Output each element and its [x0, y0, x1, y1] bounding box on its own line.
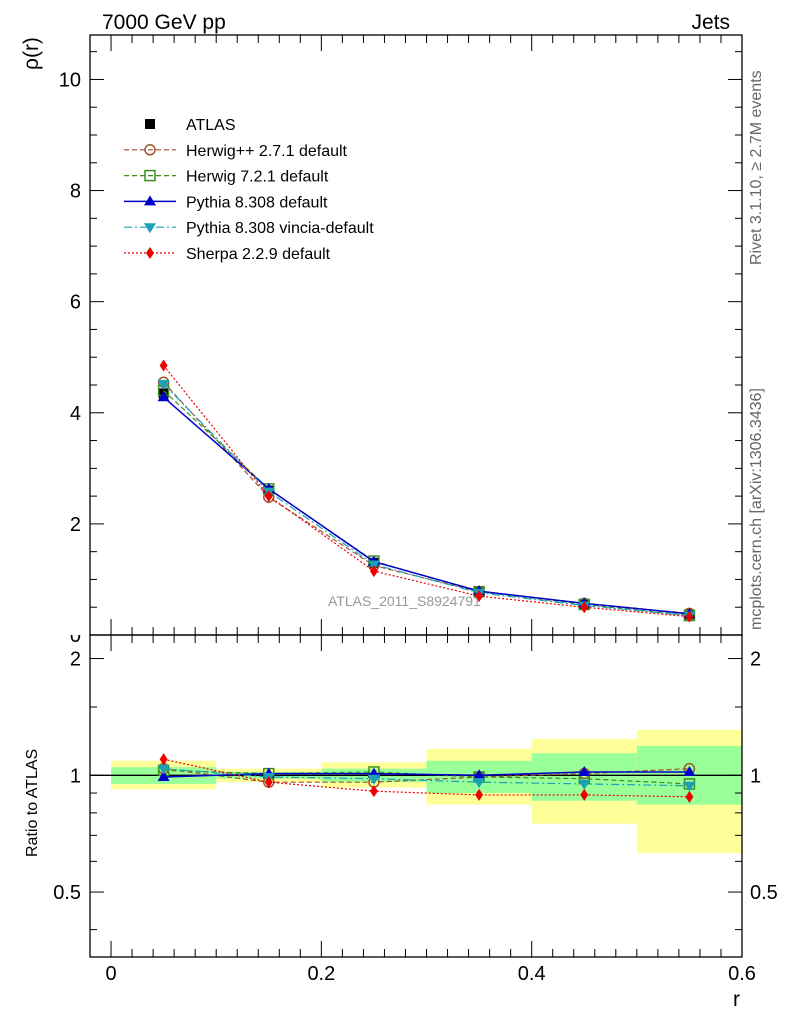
ratio-point-pythia — [683, 765, 696, 776]
ratio-point-sherpa — [475, 788, 484, 801]
main-y-tick-label: 10 — [59, 69, 81, 91]
legend-label-vincia: Pythia 8.308 vincia-default — [186, 220, 374, 237]
ratio-point-vincia — [367, 774, 380, 785]
legend-marker-herwig7 — [144, 169, 156, 182]
main-y-tick-label: 4 — [70, 403, 81, 425]
x-axis-label: r — [733, 988, 740, 1011]
series-layer — [157, 359, 696, 803]
uncertainty-bands — [111, 729, 742, 854]
ratio-point-pythia — [473, 769, 486, 780]
ratio-point-sherpa — [264, 776, 273, 789]
main-series-line-vincia — [163, 383, 690, 617]
main-series-line-herwig7 — [163, 390, 690, 617]
ratio-panel-frame — [89, 634, 743, 958]
ratio-point-vincia — [683, 781, 696, 792]
legend-marker-pythia — [144, 195, 156, 206]
main-y-tick-label: 0 — [70, 625, 81, 647]
x-tick-label: 0.2 — [307, 963, 335, 985]
legend: ATLAS Herwig++ 2.7.1 default Herwig 7.2.1 … — [124, 117, 374, 263]
main-point-pythia — [157, 391, 170, 402]
legend-marker-atlas — [145, 119, 155, 129]
ratio-series-line-vincia — [163, 768, 690, 787]
main-y-tick-label: 6 — [70, 292, 81, 314]
ratio-point-sherpa — [685, 790, 694, 803]
ratio-point-sherpa — [159, 753, 168, 766]
main-point-sherpa — [264, 490, 273, 503]
rivet-label: Rivet 3.1.10, ≥ 2.7M events — [748, 70, 765, 265]
main-point-sherpa — [685, 610, 694, 623]
main-point-sherpa — [369, 565, 378, 578]
ratio-y-axis-label: Ratio to ATLAS — [24, 749, 41, 857]
main-series-line-pythia — [163, 396, 690, 615]
legend-label-herwig7: Herwig 7.2.1 default — [186, 169, 329, 186]
ratio-y-tick-label-right: 2 — [750, 649, 761, 671]
ratio-series-line-herwigpp — [163, 768, 690, 783]
main-y-axis-label: ρ(r) — [20, 37, 43, 70]
ratio-point-pythia — [578, 765, 591, 776]
ratio-point-sherpa — [580, 788, 589, 801]
main-y-zero-clip — [66, 627, 84, 635]
ratio-y-tick-label: 1 — [70, 765, 81, 787]
ratio-point-vincia — [157, 764, 170, 775]
main-series-line-sherpa — [163, 365, 690, 618]
x-tick-label: 0 — [105, 963, 116, 985]
main-point-sherpa — [580, 601, 589, 614]
legend-marker-sherpa — [146, 247, 154, 259]
ratio-series-line-sherpa — [163, 758, 690, 798]
main-point-vincia — [157, 379, 170, 390]
main-y-tick-label: 8 — [70, 181, 81, 203]
header-right-label: Jets — [691, 11, 730, 34]
ratio-y-tick-label: 0.5 — [53, 882, 81, 904]
ratio-point-vincia — [578, 779, 591, 790]
ratio-point-vincia — [473, 778, 486, 789]
ratio-y-tick-label: 2 — [70, 649, 81, 671]
legend-marker-herwigpp — [144, 144, 156, 156]
watermark: ATLAS_2011_S8924791 — [328, 593, 481, 609]
legend-label-pythia: Pythia 8.308 default — [186, 194, 328, 211]
legend-marker-vincia — [144, 223, 156, 234]
legend-label-sherpa: Sherpa 2.2.9 default — [186, 246, 331, 263]
x-tick-label: 0.6 — [728, 963, 756, 985]
ratio-y-tick-label-right: 0.5 — [750, 882, 778, 904]
mcplots-label: mcplots.cern.ch [arXiv:1306.3436] — [748, 388, 765, 630]
legend-label-atlas: ATLAS — [186, 117, 236, 134]
main-point-sherpa — [159, 359, 168, 372]
main-y-tick-label: 2 — [70, 514, 81, 536]
header-left-label: 7000 GeV pp — [102, 11, 226, 34]
legend-label-herwigpp: Herwig++ 2.7.1 default — [186, 143, 348, 160]
x-tick-label: 0.4 — [518, 963, 546, 985]
ratio-point-sherpa — [369, 785, 378, 798]
ratio-point-pythia — [157, 770, 170, 781]
ratio-series-line-pythia — [163, 771, 690, 778]
ratio-y-tick-label-right: 1 — [750, 765, 761, 787]
main-point-sherpa — [475, 590, 484, 603]
